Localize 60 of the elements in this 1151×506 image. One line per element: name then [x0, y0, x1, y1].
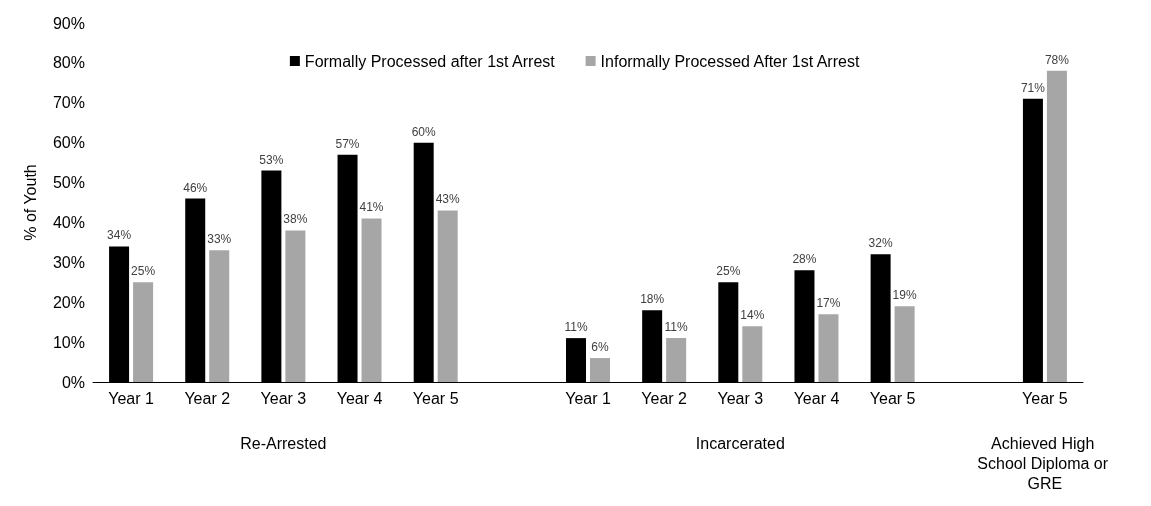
x-tick-label: Year 1	[565, 389, 611, 407]
data-label: 41%	[359, 200, 384, 215]
data-label: 6%	[591, 340, 609, 355]
bar	[666, 338, 687, 382]
y-tick-label: 90%	[52, 14, 85, 32]
data-label: 71%	[1020, 80, 1046, 95]
bar	[209, 250, 230, 382]
data-label: 17%	[816, 296, 841, 311]
x-tick-label: Year 3	[717, 389, 764, 407]
y-tick-label: 40%	[52, 213, 85, 231]
legend-label: Informally Processed After 1st Arrest	[600, 52, 860, 70]
y-axis-title: % of Youth	[21, 164, 39, 241]
bar	[437, 210, 458, 382]
bar	[1046, 70, 1067, 382]
data-label: 11%	[564, 320, 588, 335]
data-label: 78%	[1044, 52, 1070, 67]
bar	[361, 218, 382, 382]
data-label: 43%	[435, 192, 461, 207]
data-label: 25%	[716, 264, 741, 279]
data-label: 14%	[740, 308, 765, 323]
text: Achieved High School Diploma or GRE	[977, 434, 1113, 492]
data-label: 60%	[411, 124, 437, 139]
bar	[894, 306, 915, 382]
data-label: 53%	[259, 152, 284, 167]
data-label: 34%	[107, 228, 132, 243]
y-tick-label: 0%	[61, 373, 85, 391]
bar	[285, 230, 306, 382]
x-tick-label: Year 5	[869, 389, 916, 407]
data-label: 38%	[283, 212, 308, 227]
x-tick-label: Year 5	[412, 389, 459, 407]
y-tick-label: 10%	[52, 333, 85, 351]
legend-label: Formally Processed after 1st Arrest	[304, 52, 556, 70]
x-tick-label: Year 1	[108, 389, 155, 407]
data-label: 11%	[664, 320, 689, 335]
x-tick-label: Year 2	[184, 389, 231, 407]
text: Incarcerated	[695, 434, 785, 452]
bar	[818, 314, 839, 382]
data-label: 57%	[335, 136, 360, 151]
x-tick-label: Year 5	[1022, 389, 1068, 407]
data-label: 33%	[207, 232, 232, 247]
y-tick-label: 50%	[52, 174, 85, 192]
bar	[590, 358, 610, 382]
bar	[133, 282, 154, 382]
data-label: 25%	[131, 264, 156, 279]
data-label: 32%	[868, 236, 893, 251]
y-tick-label: 30%	[52, 253, 85, 271]
text: Re-Arrested	[240, 434, 327, 452]
x-tick-label: Year 3	[260, 389, 307, 407]
x-tick-label: Year 4	[793, 389, 840, 407]
y-tick-label: 60%	[52, 134, 85, 152]
x-tick-label: Year 2	[641, 389, 688, 407]
y-tick-label: 20%	[52, 293, 85, 311]
bar	[742, 326, 763, 382]
data-label: 18%	[640, 292, 665, 307]
data-label: 19%	[892, 288, 917, 303]
data-label: 46%	[183, 180, 208, 195]
data-label: 28%	[792, 252, 817, 267]
x-tick-label: Year 4	[336, 389, 383, 407]
y-tick-label: 80%	[52, 54, 85, 72]
y-tick-label: 70%	[52, 94, 85, 112]
